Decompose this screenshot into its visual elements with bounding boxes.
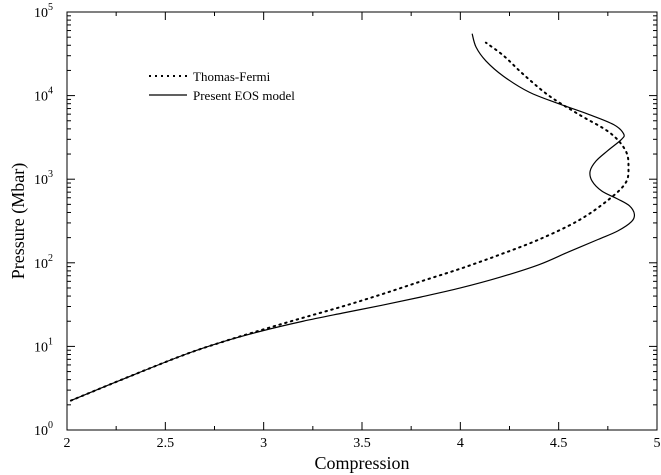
series-line-thomas-fermi <box>69 41 630 402</box>
y-tick-label: 104 <box>34 86 53 105</box>
x-tick-label: 2.5 <box>157 436 175 451</box>
series-layer <box>69 33 636 402</box>
legend-label-thomas-fermi: Thomas-Fermi <box>193 69 271 84</box>
legend-label-present-eos-model: Present EOS model <box>193 88 295 103</box>
x-tick-label: 4 <box>457 436 464 451</box>
series-line-present-eos-model <box>70 33 636 402</box>
y-tick-label: 105 <box>34 2 53 21</box>
ticks-layer: 2 2.5 3 3.5 4 4.5 5 100 101 102 103 104 105 <box>34 2 661 451</box>
x-tick-label: 2 <box>64 436 71 451</box>
x-axis-title: Compression <box>314 453 409 473</box>
y-tick-label: 103 <box>34 169 53 188</box>
x-tick-label: 3.5 <box>353 436 371 451</box>
plot-frame <box>66 11 658 431</box>
y-tick-label: 101 <box>34 336 53 355</box>
x-tick-label: 4.5 <box>550 436 568 451</box>
legend: Thomas-Fermi Present EOS model <box>149 69 295 103</box>
y-tick-label: 100 <box>34 420 53 439</box>
y-axis-title: Pressure (Mbar) <box>8 163 29 279</box>
x-tick-label: 5 <box>654 436 661 451</box>
y-tick-label: 102 <box>34 253 53 272</box>
x-tick-label: 3 <box>260 436 267 451</box>
